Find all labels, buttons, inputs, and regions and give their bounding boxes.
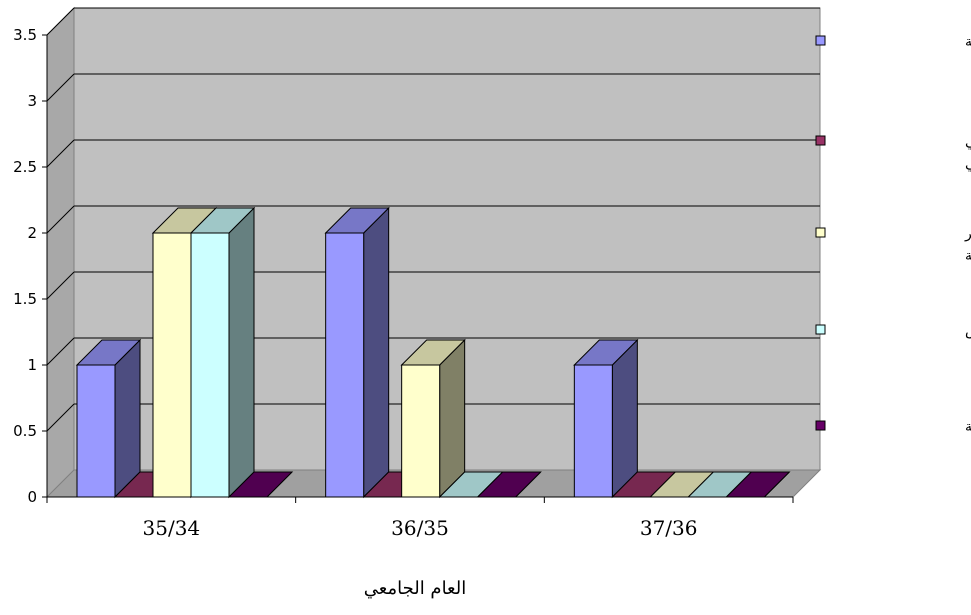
y-tick-labels: 0 0.5 1 1.5 2 2.5 3 3.5 [13,26,37,506]
legend-swatch [815,227,826,238]
legend-label: الطبية [965,248,971,264]
bar-top [227,471,294,498]
gridline-side [46,403,75,432]
bars [75,206,791,499]
legend-item: تقنية الأجهزة الطبية [815,417,971,435]
y-tick-label: 3 [27,92,37,110]
x-tick-label: 36/35 [391,516,449,540]
legend-item: التمريض [815,323,971,339]
legend-swatch [815,420,826,431]
gridline-side [46,7,75,36]
bar-side [363,206,390,499]
legend-label: الأشعة والتصوير [964,224,971,242]
x-tick-labels: 35/34 36/35 37/36 [143,516,698,540]
bar-front [76,364,116,498]
bar-side [439,338,466,499]
bar [75,338,142,499]
bar [476,471,542,498]
bar-front [401,364,441,498]
legend-item: علوم المختبرات الطبية [815,34,971,50]
bar-front [190,232,230,498]
legend-swatch [815,35,826,46]
gridline-side [46,139,75,168]
legend-item: العلاج الطبيعي والتأهيل الصحي [815,134,971,172]
bar-top [476,471,542,498]
bar-top [400,339,466,366]
legend-item: الأشعة والتصوير الطبية [815,224,971,264]
bar-top [725,471,791,498]
legend: علوم المختبرات الطبية العلاج الطبيعي والتأ… [815,34,971,435]
bar-side [114,338,141,499]
bar-front [573,364,613,498]
bar [400,338,466,499]
gridline-side [46,205,75,234]
legend-swatch [815,135,826,146]
x-axis-title: العام الجامعي [364,578,466,599]
gridline-side [46,271,75,300]
legend-label: علوم المختبرات الطبية [965,34,971,50]
gridline-side [46,337,75,366]
side-wall [46,6,75,499]
bar-side [611,338,638,499]
y-tick-label: 1 [27,356,37,374]
legend-label: العلاج الطبيعي [965,134,971,150]
x-tick-label: 37/36 [640,516,698,540]
legend-label: والتأهيل الصحي [965,153,971,172]
bar-front [325,232,365,498]
y-tick-label: 0.5 [13,422,37,440]
y-tick-label: 0 [27,488,37,506]
y-tick-label: 2.5 [13,158,37,176]
bar [189,206,256,499]
bar-side [228,206,255,499]
legend-label: التمريض [965,323,971,339]
y-tick-label: 1.5 [13,290,37,308]
y-tick-label: 2 [27,224,37,242]
y-tick-label: 3.5 [13,26,37,44]
bar [725,471,791,498]
gridline-side [46,73,75,102]
bar-top [189,207,256,234]
legend-swatch [815,324,826,335]
bar [324,206,390,499]
bar-top [324,207,390,234]
x-tick-label: 35/34 [143,516,201,540]
bar-top [75,339,142,366]
legend-label: تقنية الأجهزة الطبية [965,417,971,435]
bar [573,338,639,499]
bar-top [573,339,639,366]
bar [227,471,294,498]
bar-front [152,232,192,498]
